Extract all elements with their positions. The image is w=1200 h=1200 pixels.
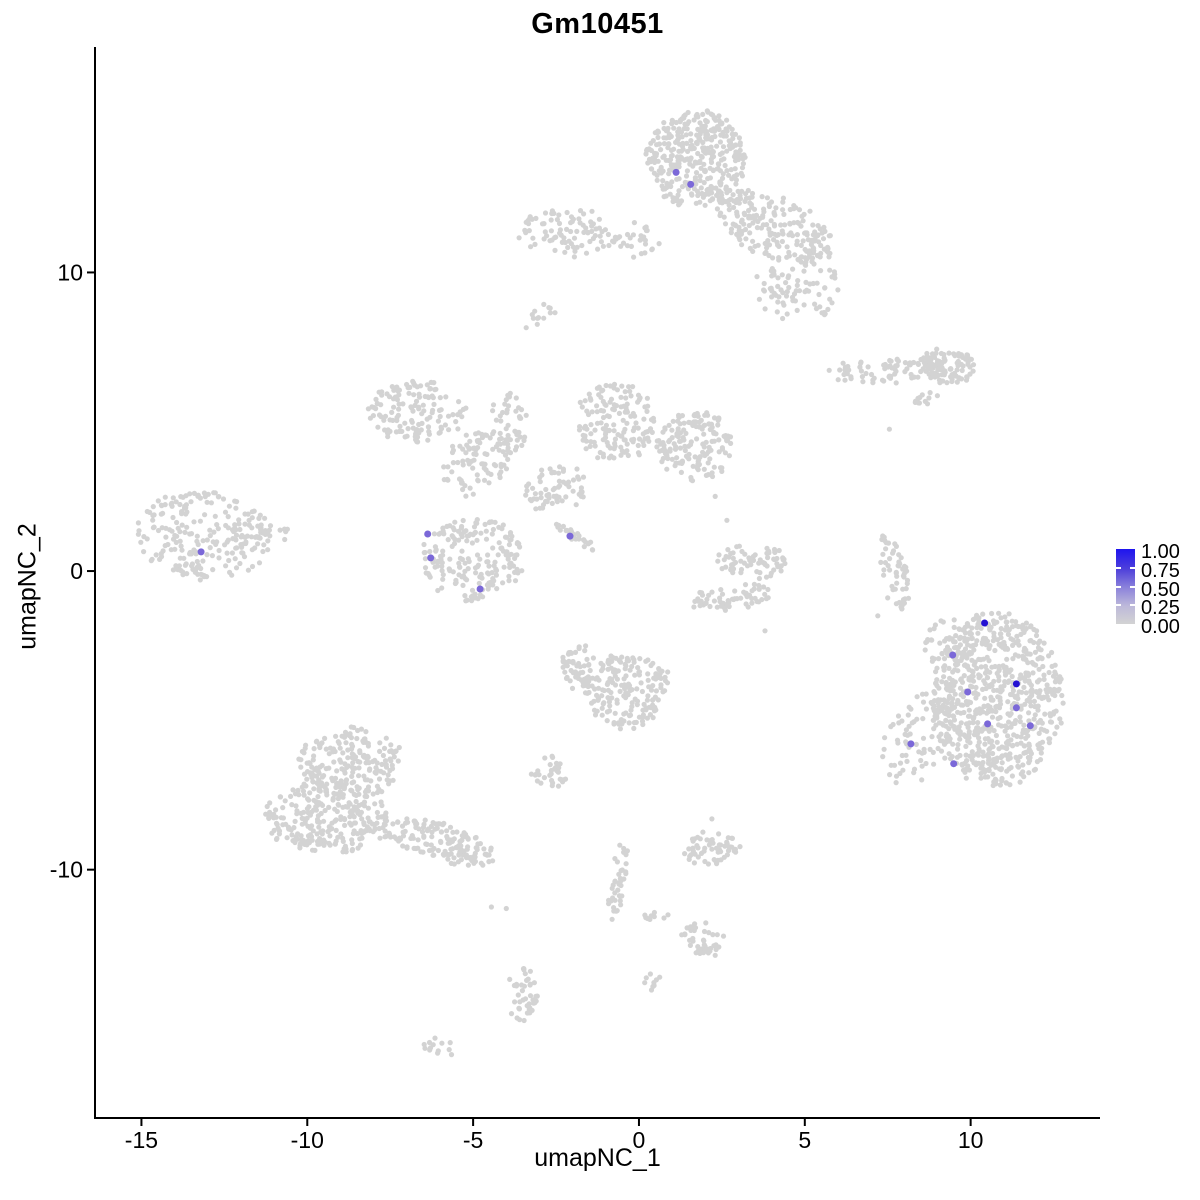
colorbar-tick: [1130, 604, 1135, 607]
x-tick-label: 5: [798, 1127, 811, 1153]
legend-tick-label: 0.50: [1141, 578, 1180, 601]
axes: -15 -10 -5 0 5 10 -10 0 10: [50, 47, 1100, 1153]
x-axis-title: umapNC_1: [534, 1144, 661, 1172]
background-cells-layer: [135, 108, 1066, 1058]
y-tick-label: -10: [50, 857, 83, 883]
colorbar-tick: [1116, 585, 1121, 588]
legend-tick-label: 0.00: [1141, 616, 1180, 638]
expression-legend: 1.00 0.75 0.50 0.25 0.00: [1116, 542, 1200, 639]
x-tick-label: -5: [463, 1127, 483, 1153]
legend-tick-label: 0.75: [1141, 559, 1180, 582]
y-tick-label: 10: [57, 259, 83, 285]
colorbar-tick: [1130, 566, 1135, 569]
chart-title: Gm10451: [531, 8, 664, 40]
x-tick-label: -10: [291, 1127, 324, 1153]
expressing-cells-layer: [197, 168, 1034, 768]
legend-tick-label: 0.25: [1141, 597, 1180, 620]
x-tick-label: 10: [958, 1127, 984, 1153]
x-tick-label: -15: [125, 1127, 158, 1153]
y-tick-label: 0: [70, 558, 83, 584]
colorbar-tick: [1116, 604, 1121, 607]
y-axis-title: umapNC_2: [13, 523, 42, 650]
colorbar-tick: [1116, 566, 1121, 569]
legend-tick-label: 1.00: [1141, 541, 1180, 563]
colorbar-tick: [1130, 585, 1135, 588]
x-tick-label: 0: [633, 1127, 646, 1153]
